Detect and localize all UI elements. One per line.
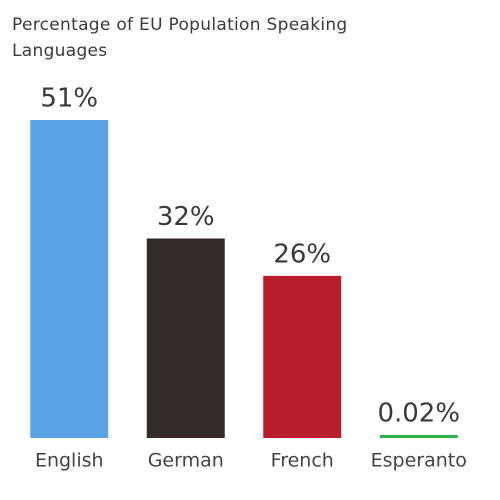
value-label: 0.02% — [377, 399, 460, 429]
x-tick-label: French — [271, 450, 334, 472]
x-tick-label: Esperanto — [371, 450, 467, 472]
x-tick-label: English — [35, 450, 104, 472]
chart-title: Percentage of EU Population Speaking Lan… — [12, 15, 348, 61]
value-label: 51% — [40, 84, 98, 114]
value-label: 26% — [273, 239, 331, 269]
bar — [30, 120, 109, 438]
bar — [263, 275, 342, 438]
bar — [146, 238, 225, 438]
value-label: 32% — [157, 202, 215, 232]
x-tick-label: German — [148, 450, 224, 472]
bar — [379, 435, 458, 438]
